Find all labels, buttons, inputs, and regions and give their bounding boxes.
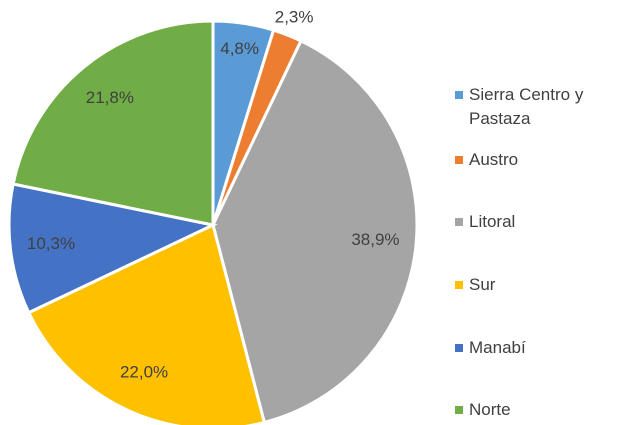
legend-item: Litoral xyxy=(455,210,615,234)
legend-swatch xyxy=(455,218,463,226)
legend-label: Austro xyxy=(469,150,519,169)
data-label: 10,3% xyxy=(27,234,75,253)
legend-label: Sur xyxy=(469,275,496,294)
pie-slice xyxy=(26,222,267,425)
legend-item: Sur xyxy=(455,273,615,297)
legend-item: Austro xyxy=(455,148,615,172)
legend-item: Manabí xyxy=(455,336,615,360)
legend-label: Manabí xyxy=(469,338,526,357)
data-label: 21,8% xyxy=(86,88,134,107)
legend-swatch xyxy=(455,406,463,414)
legend-swatch xyxy=(455,91,463,99)
legend-label: Norte xyxy=(469,400,511,419)
data-label: 38,9% xyxy=(351,230,399,249)
data-label: 2,3% xyxy=(275,7,314,26)
pie-slice xyxy=(7,182,218,315)
pie-slice xyxy=(11,19,215,227)
data-label: 22,0% xyxy=(120,362,168,381)
legend-swatch xyxy=(455,281,463,289)
legend-item: Sierra Centro y Pastaza xyxy=(455,83,615,131)
pie-slice xyxy=(211,38,419,425)
legend-swatch xyxy=(455,344,463,352)
legend-item: Norte xyxy=(455,398,615,422)
legend-label: Litoral xyxy=(469,212,516,231)
data-label: 4,8% xyxy=(220,39,259,58)
legend-swatch xyxy=(455,156,463,164)
legend-label: Sierra Centro y Pastaza xyxy=(469,85,584,128)
